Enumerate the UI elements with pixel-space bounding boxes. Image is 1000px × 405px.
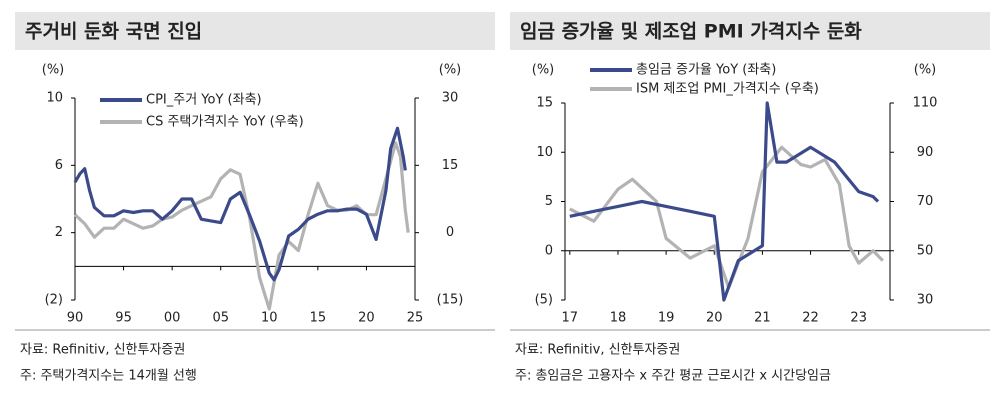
- x-tick-label: 19: [658, 311, 675, 326]
- y-tick-label: 5: [545, 194, 553, 209]
- y-tick-label: 15: [536, 96, 553, 111]
- y-tick-label: 10: [46, 91, 63, 106]
- x-tick-label: 05: [212, 311, 229, 326]
- x-tick-label: 20: [706, 311, 723, 326]
- source: 자료: Refinitiv, 신한투자증권: [20, 343, 185, 358]
- x-tick-label: 20: [358, 311, 375, 326]
- y2-tick-label: 90: [917, 145, 934, 160]
- source: 자료: Refinitiv, 신한투자증권: [515, 343, 680, 358]
- y2-tick-label: 30: [442, 91, 459, 106]
- y-tick-label: (2): [45, 293, 63, 308]
- x-tick-label: 18: [610, 311, 627, 326]
- data-line: [73, 141, 410, 311]
- x-tick-label: 17: [562, 311, 579, 326]
- chart-title: 주거비 둔화 국면 진입: [25, 21, 202, 43]
- data-line: [569, 101, 880, 302]
- x-tick-label: 00: [164, 311, 181, 326]
- y-tick-label: 0: [545, 243, 553, 258]
- x-tick-label: 95: [115, 311, 132, 326]
- y2-tick-label: 30: [917, 293, 934, 308]
- note: 주: 총임금은 고용자수 x 주간 평균 근로시간 x 시간당임금: [515, 369, 831, 384]
- chart-title: 임금 증가율 및 제조업 PMI 가격지수 둔화: [520, 21, 862, 43]
- y2-tick-label: 15: [442, 158, 459, 173]
- legend-label: ISM 제조업 PMI_가격지수 (우축): [636, 82, 819, 97]
- x-tick-label: 21: [754, 311, 771, 326]
- x-tick-label: 15: [310, 311, 327, 326]
- legend-label: CS 주택가격지수 YoY (우축): [146, 115, 304, 130]
- legend-label: 총임금 증가율 YoY (좌축): [636, 63, 776, 78]
- y-unit: (%): [532, 63, 555, 78]
- y-tick-label: 6: [55, 158, 63, 173]
- title-box: [15, 12, 495, 50]
- y2-unit: (%): [914, 63, 937, 78]
- x-tick-label: 22: [802, 311, 819, 326]
- y-tick-label: 10: [536, 145, 553, 160]
- y2-tick-label: (15): [437, 293, 464, 308]
- title-box: [510, 12, 990, 50]
- x-tick-label: 23: [850, 311, 867, 326]
- y-tick-label: 2: [55, 225, 63, 240]
- data-line: [73, 126, 407, 282]
- y2-tick-label: 50: [917, 243, 934, 258]
- x-tick-label: 10: [261, 311, 278, 326]
- y-tick-label: (5): [535, 293, 553, 308]
- y2-tick-label: 70: [917, 194, 934, 209]
- data-line: [569, 145, 884, 290]
- y2-tick-label: 110: [913, 96, 938, 111]
- y2-tick-label: 0: [446, 225, 454, 240]
- legend-label: CPI_주거 YoY (좌축): [146, 93, 262, 108]
- x-tick-label: 25: [407, 311, 424, 326]
- note: 주: 주택가격지수는 14개월 선행: [20, 368, 197, 384]
- y-unit: (%): [42, 63, 65, 78]
- y2-unit: (%): [439, 63, 462, 78]
- x-tick-label: 90: [67, 311, 84, 326]
